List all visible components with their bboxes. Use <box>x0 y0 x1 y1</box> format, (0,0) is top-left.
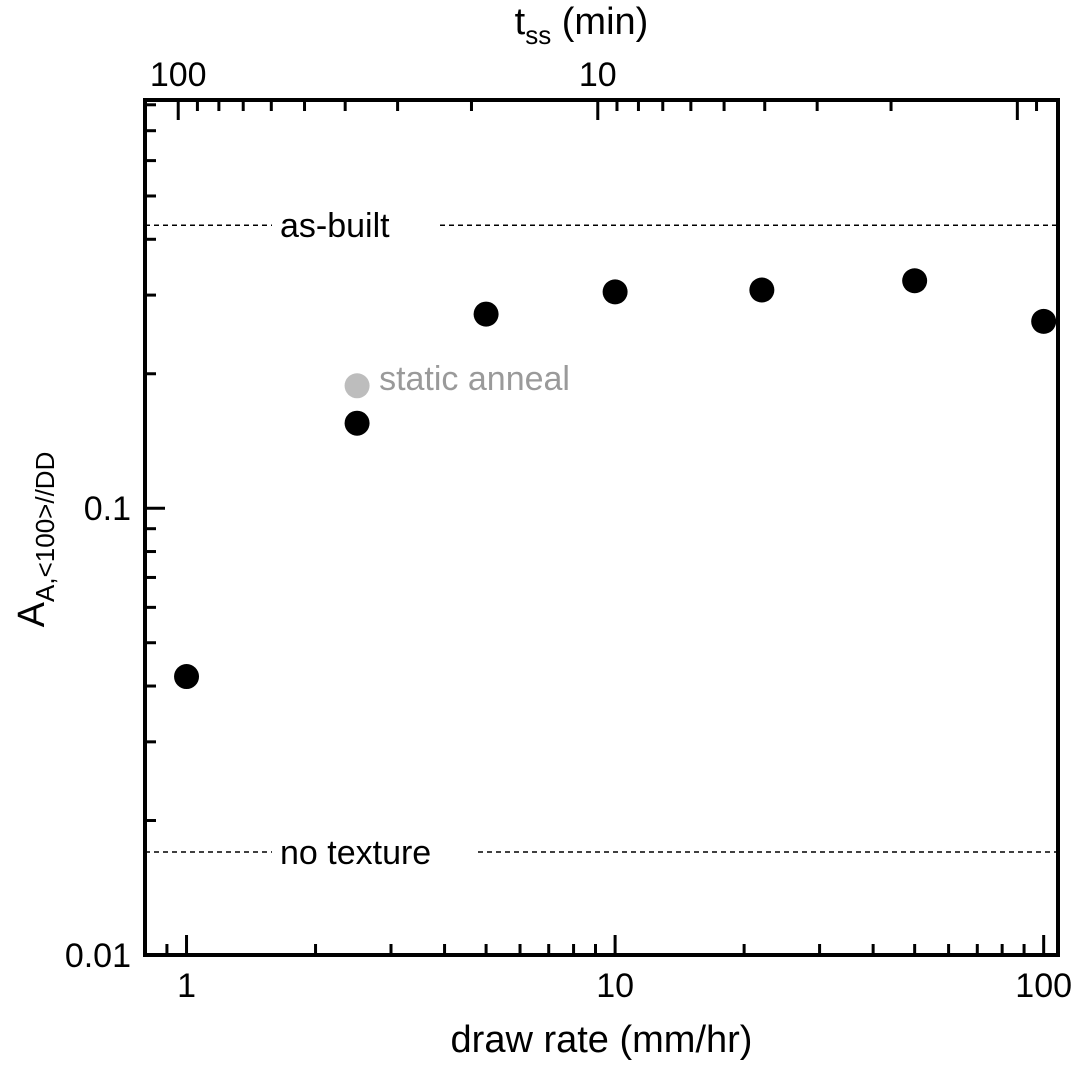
y-tick-label: 0.01 <box>65 937 131 975</box>
reference-lines: as-built no texture <box>145 207 1058 872</box>
y-tick-label: 0.1 <box>84 490 131 528</box>
reference-line-label: as-built <box>280 207 390 245</box>
x-axis-title: draw rate (mm/hr) <box>451 1019 753 1061</box>
data-point <box>749 277 775 303</box>
top-tick-label: 100 <box>150 56 207 94</box>
top-axis-title-unit: (min) <box>562 1 649 43</box>
data-points: static anneal <box>174 268 1057 690</box>
annotation-label: static anneal <box>379 360 570 398</box>
top-axis-title-sub: ss <box>525 20 551 50</box>
top-axis-title-space <box>551 1 562 43</box>
tick-labels: 1 10 100 100 10 0.01 0.1 <box>65 56 1072 1005</box>
data-point <box>344 410 370 436</box>
reference-line-label: no texture <box>280 834 431 872</box>
y-axis-title-sub: A,<100>//DD <box>30 452 60 602</box>
plot-frame <box>143 98 1060 957</box>
data-point <box>174 664 200 690</box>
data-point <box>473 301 499 327</box>
x-tick-label: 1 <box>177 967 196 1005</box>
top-axis-title-main: t <box>515 1 526 43</box>
top-tick-label: 10 <box>579 56 617 94</box>
y-axis-title: AA,<100>//DD <box>11 452 60 628</box>
data-point <box>1031 308 1057 334</box>
data-point <box>344 373 370 399</box>
x-tick-label: 10 <box>596 967 634 1005</box>
y-axis-title-main: A <box>11 601 53 627</box>
data-point <box>602 279 628 305</box>
top-axis-title: tss (min) <box>515 1 649 50</box>
data-point <box>902 268 928 294</box>
x-tick-label: 100 <box>1015 967 1072 1005</box>
